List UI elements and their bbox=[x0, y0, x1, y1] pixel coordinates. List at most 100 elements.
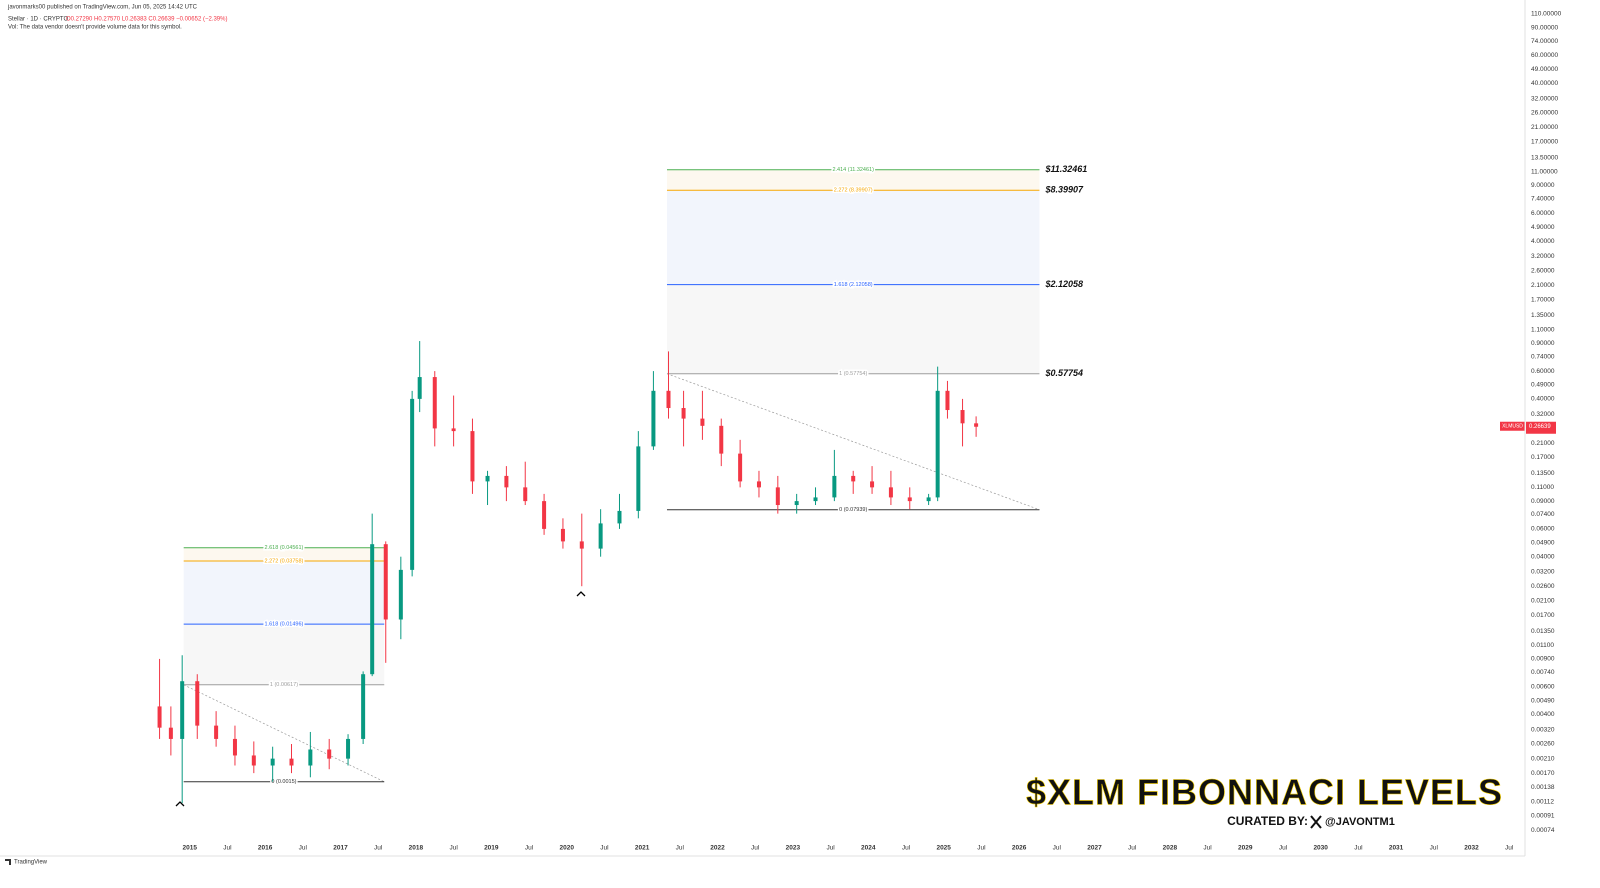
y-tick-label: 0.01100 bbox=[1531, 642, 1554, 649]
y-tick-label: 0.00074 bbox=[1531, 827, 1555, 834]
candle-body bbox=[666, 390, 671, 409]
candle-body bbox=[719, 425, 724, 454]
y-tick-label: 0.00170 bbox=[1531, 770, 1555, 777]
candle-body bbox=[542, 501, 547, 529]
y-tick-label: 0.60000 bbox=[1531, 368, 1555, 375]
x-tick-label: Jul bbox=[1505, 845, 1514, 852]
y-tick-label: 0.49000 bbox=[1531, 382, 1555, 389]
x-tick-label: Jul bbox=[977, 845, 986, 852]
candle-body bbox=[289, 758, 294, 766]
y-tick-label: 0.04000 bbox=[1531, 553, 1555, 560]
y-tick-label: 1.10000 bbox=[1531, 326, 1555, 333]
y-tick-label: 0.00740 bbox=[1531, 669, 1555, 676]
x-tick-label: 2029 bbox=[1238, 845, 1253, 852]
y-tick-label: 90.00000 bbox=[1531, 24, 1558, 31]
y-tick-label: 0.09000 bbox=[1531, 498, 1555, 505]
candle-body bbox=[794, 501, 799, 506]
y-tick-label: 49.00000 bbox=[1531, 66, 1558, 73]
candle-body bbox=[157, 706, 162, 728]
fib-label: 1.618 (2.12058) bbox=[834, 282, 873, 288]
x-tick-label: 2021 bbox=[635, 845, 650, 852]
y-tick-label: 60.00000 bbox=[1531, 52, 1558, 59]
y-tick-label: 9.00000 bbox=[1531, 182, 1555, 189]
x-tick-label: 2019 bbox=[484, 845, 499, 852]
last-price-symbol: XLMUSD bbox=[1502, 424, 1523, 430]
candle-body bbox=[960, 410, 965, 424]
last-price-symbol-bg bbox=[1500, 421, 1525, 431]
y-tick-label: 0.21000 bbox=[1531, 440, 1555, 447]
y-tick-label: 0.17000 bbox=[1531, 454, 1555, 461]
y-tick-label: 40.00000 bbox=[1531, 80, 1558, 87]
x-tick-label: 2017 bbox=[333, 845, 348, 852]
fib-label: 2.618 (0.04561) bbox=[265, 545, 304, 551]
x-tick-label: 2015 bbox=[182, 845, 197, 852]
candle-body bbox=[180, 681, 185, 739]
y-tick-label: 2.10000 bbox=[1531, 282, 1555, 289]
fib-label: 1.618 (0.01496) bbox=[265, 622, 304, 628]
x-tick-label: 2030 bbox=[1313, 845, 1328, 852]
y-tick-label: 26.00000 bbox=[1531, 110, 1558, 117]
candle-body bbox=[617, 510, 622, 524]
fib-label: 1 (0.00617) bbox=[270, 682, 298, 688]
candle-body bbox=[270, 758, 275, 766]
low-marker bbox=[175, 801, 185, 807]
last-price-bg bbox=[1526, 421, 1556, 434]
last-price-value: 0.26639 bbox=[1529, 424, 1551, 430]
y-tick-label: 0.11000 bbox=[1531, 484, 1554, 491]
fib-label: 0 (0.07939) bbox=[839, 507, 867, 513]
x-tick-label: 2031 bbox=[1389, 845, 1404, 852]
candle-body bbox=[775, 487, 780, 506]
y-tick-label: 0.90000 bbox=[1531, 340, 1555, 347]
x-tick-label: Jul bbox=[600, 845, 609, 852]
candle-body bbox=[945, 390, 950, 411]
candle-body bbox=[651, 390, 656, 447]
x-tick-label: Jul bbox=[751, 845, 760, 852]
x-tick-label: Jul bbox=[1354, 845, 1363, 852]
candle-body bbox=[560, 528, 565, 542]
candle-body bbox=[398, 569, 403, 620]
x-tick-label: Jul bbox=[299, 845, 308, 852]
y-tick-label: 0.13500 bbox=[1531, 470, 1555, 477]
y-tick-label: 3.20000 bbox=[1531, 253, 1555, 260]
candle-body bbox=[410, 398, 415, 570]
y-tick-label: 0.00900 bbox=[1531, 656, 1555, 663]
candle-body bbox=[168, 727, 173, 739]
x-tick-label: 2023 bbox=[786, 845, 801, 852]
y-tick-label: 21.00000 bbox=[1531, 124, 1558, 131]
y-tick-label: 0.02100 bbox=[1531, 598, 1555, 605]
candle-body bbox=[636, 446, 641, 511]
candle-body bbox=[813, 497, 818, 502]
candle-body bbox=[383, 544, 388, 620]
overlay-handle: @JAVONTM1 bbox=[1325, 816, 1395, 828]
candle-body bbox=[832, 475, 837, 498]
y-tick-label: 0.02600 bbox=[1531, 583, 1555, 590]
candle-body bbox=[888, 487, 893, 498]
y-tick-label: 4.90000 bbox=[1531, 224, 1555, 231]
fib-zone bbox=[666, 190, 1040, 285]
x-tick-label: 2022 bbox=[710, 845, 725, 852]
symbol: Stellar · 1D · CRYPTO bbox=[8, 17, 68, 23]
y-tick-label: 7.40000 bbox=[1531, 196, 1555, 203]
y-tick-label: 0.00260 bbox=[1531, 741, 1555, 748]
y-tick-label: 0.04900 bbox=[1531, 539, 1555, 546]
y-tick-label: 74.00000 bbox=[1531, 38, 1558, 45]
candle-body bbox=[523, 487, 528, 502]
x-tick-label: Jul bbox=[1203, 845, 1212, 852]
candle-body bbox=[195, 681, 200, 726]
y-tick-label: 1.70000 bbox=[1531, 296, 1555, 303]
candle-body bbox=[485, 475, 490, 482]
y-tick-label: 0.40000 bbox=[1531, 396, 1555, 403]
candle-body bbox=[361, 674, 366, 739]
fib-label: 2.414 (11.32461) bbox=[832, 167, 874, 173]
ohlc: O0.27290 H0.27570 L0.26383 C0.26639 −0.0… bbox=[66, 17, 227, 23]
brand: TradingView bbox=[14, 860, 48, 866]
y-tick-label: 0.00490 bbox=[1531, 697, 1555, 704]
x-tick-label: 2032 bbox=[1464, 845, 1479, 852]
candle-body bbox=[974, 423, 979, 427]
y-tick-label: 13.50000 bbox=[1531, 154, 1558, 161]
candle-body bbox=[870, 481, 875, 488]
y-tick-label: 0.00091 bbox=[1531, 813, 1555, 820]
x-tick-label: 2027 bbox=[1087, 845, 1102, 852]
x-tick-label: Jul bbox=[374, 845, 383, 852]
